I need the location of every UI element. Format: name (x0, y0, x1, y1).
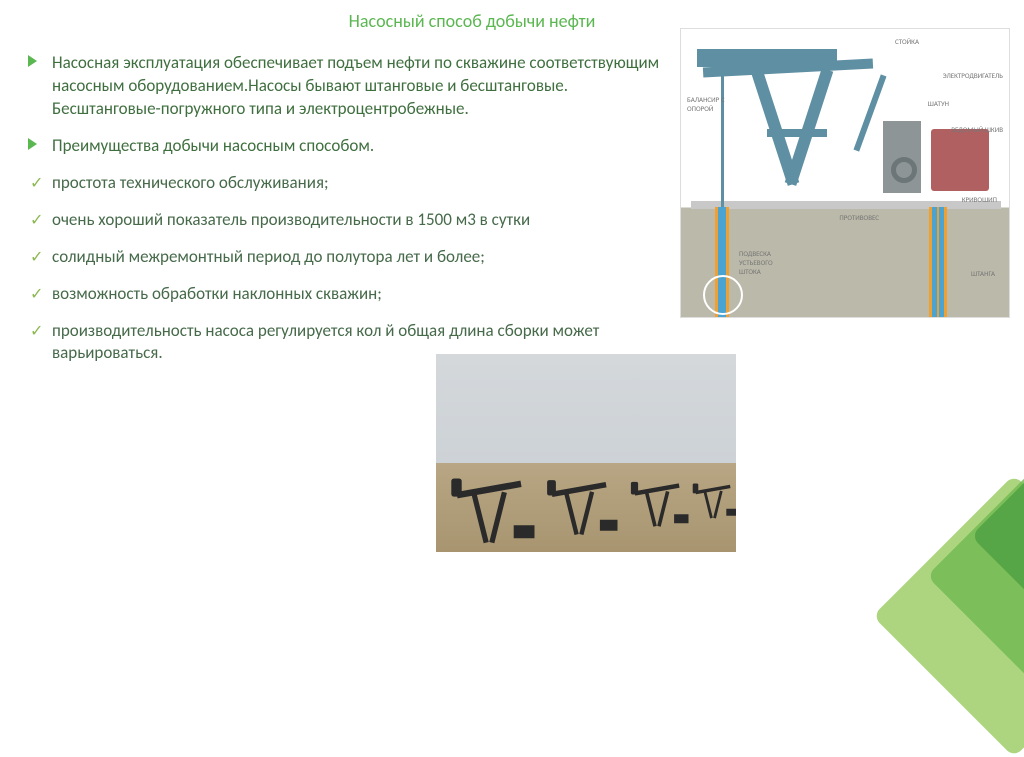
diagram-highlight-circle (703, 275, 743, 315)
diagram-connrod (854, 74, 887, 151)
bullet-text: солидный межремонтный период до полутора… (52, 246, 485, 267)
photo-pumpjack (552, 487, 607, 493)
bullet-item: ✓ возможность обработки наклонных скважи… (28, 283, 668, 306)
diagram-wheel (891, 157, 917, 183)
diagram-label: ШАТУН (928, 99, 949, 108)
diagram-label: КРИВОШИП (962, 195, 997, 204)
diagram-rod (721, 67, 724, 207)
pumpjack-diagram: СТОЙКА ЭЛЕКТРОДВИГАТЕЛЬ ШАТУН ВЕДОМЫЙ ШК… (680, 28, 1010, 318)
bullet-item: Насосная эксплуатация обеспечивает подъе… (28, 52, 668, 121)
check-icon: ✓ (30, 284, 43, 306)
bullet-item: ✓ солидный межремонтный период до полуто… (28, 246, 668, 269)
diagram-label: БАЛАНСИР С ОПОРОЙ (687, 95, 731, 113)
diagram-leg (785, 68, 833, 186)
bullet-item: Преимущества добычи насосным способом. (28, 135, 668, 158)
diagram-motor (931, 129, 989, 191)
pumpjack-photo (436, 354, 736, 552)
bullet-text: Преимущества добычи насосным способом. (52, 135, 374, 156)
diagram-label: ПРОТИВОВЕС (839, 213, 879, 222)
diagram-well-right (929, 207, 947, 317)
diagram-label: ВЕДОМЫЙ ШКИВ (951, 125, 1003, 134)
bullet-text: очень хороший показатель производительно… (52, 209, 530, 230)
diagram-label: ШТАНГА (971, 269, 995, 278)
check-icon: ✓ (30, 210, 43, 232)
diagram-label: ЭЛЕКТРОДВИГАТЕЛЬ (943, 71, 1003, 80)
photo-pumpjack (457, 486, 522, 493)
bullet-text: простота технического обслуживания; (52, 172, 329, 193)
bullet-item: ✓ очень хороший показатель производитель… (28, 209, 668, 232)
check-icon: ✓ (30, 321, 43, 343)
photo-pumpjack (635, 487, 680, 492)
check-icon: ✓ (30, 173, 43, 195)
slide: Насосный способ добычи нефти Насосная эк… (0, 0, 1024, 576)
arrow-icon (28, 55, 37, 67)
bullet-text: Насосная эксплуатация обеспечивает подъе… (52, 52, 659, 119)
arrow-icon (28, 138, 37, 150)
photo-pumpjack (696, 488, 731, 492)
diagram-base (691, 201, 1001, 209)
corner-decoration (784, 396, 1024, 756)
bullet-item: ✓ простота технического обслуживания; (28, 172, 668, 195)
bullet-list: Насосная эксплуатация обеспечивает подъе… (28, 52, 668, 365)
diagram-label: СТОЙКА (895, 37, 919, 46)
diagram-cross (767, 129, 827, 137)
diagram-label: ПОДВЕСКА УСТЬЕВОГО ШТОКА (739, 249, 789, 276)
bullet-text: возможность обработки наклонных скважин; (52, 283, 382, 304)
check-icon: ✓ (30, 247, 43, 269)
